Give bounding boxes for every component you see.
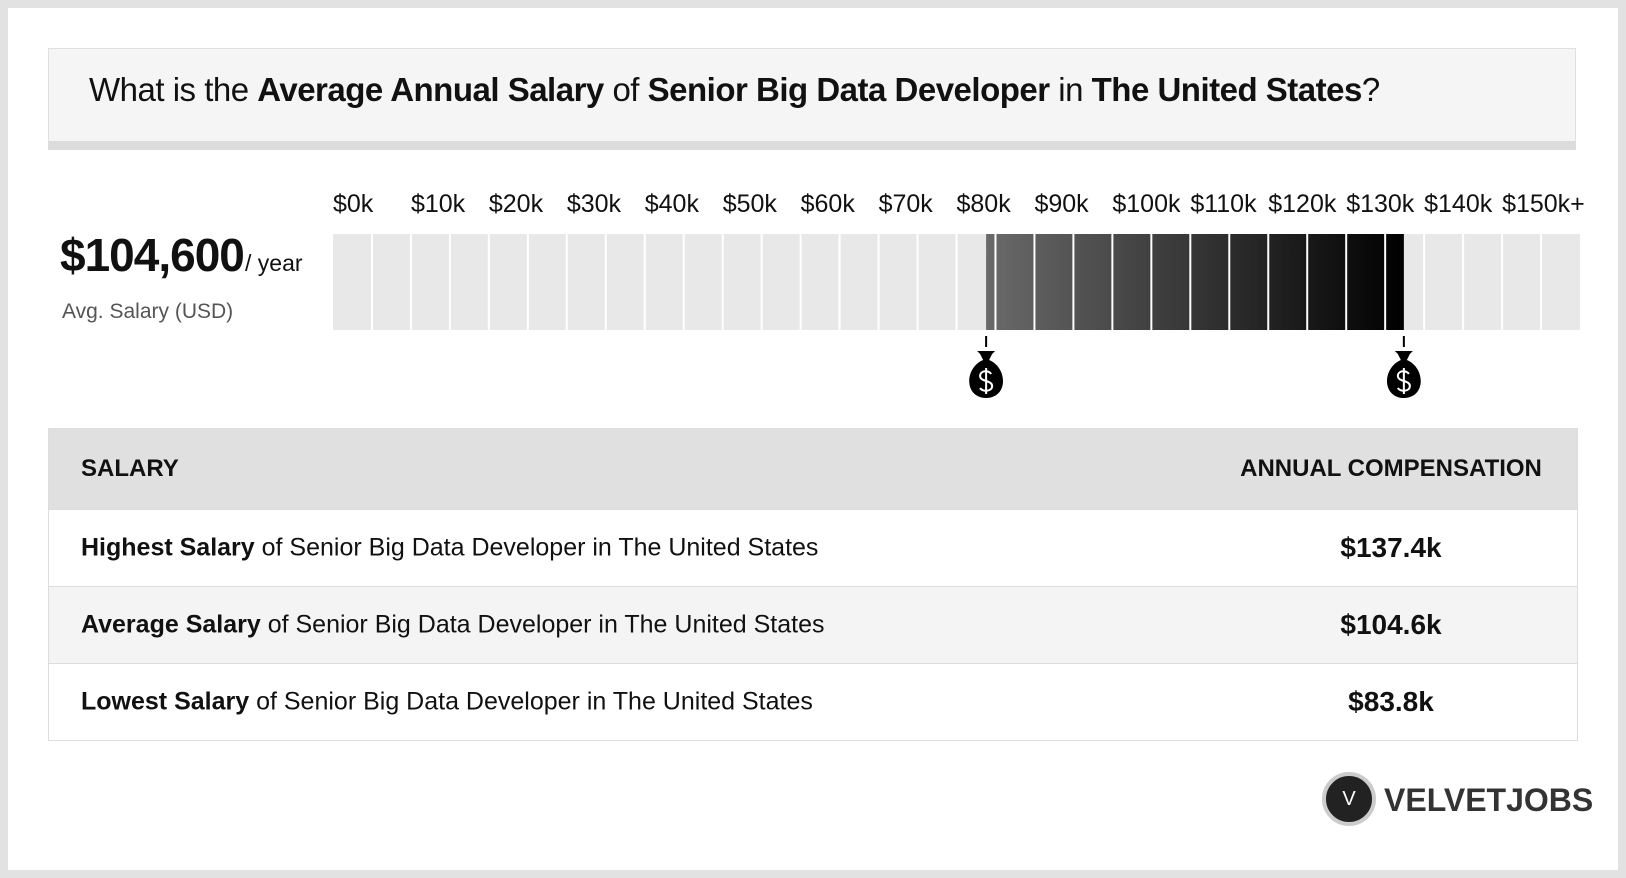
- text-run: Highest Salary: [81, 533, 255, 562]
- x-tick-label: $110k: [1190, 190, 1257, 218]
- header: What is the Average Annual Salary of Sen…: [48, 48, 1576, 150]
- x-tick-label: $80k: [957, 190, 1012, 218]
- x-tick-label: $40k: [645, 190, 700, 218]
- header-cell: SALARY: [81, 454, 179, 482]
- x-tick-label: $0k: [333, 190, 374, 218]
- logo-name: VELVETJOBS: [1384, 782, 1594, 818]
- row-value: $137.4k: [1340, 532, 1442, 563]
- salary-table: SALARY ANNUAL COMPENSATION Highest Salar…: [48, 428, 1578, 741]
- salary-range: [986, 234, 1404, 330]
- salary-caption: Avg. Salary (USD): [62, 300, 234, 323]
- text-run: Senior Big Data Developer: [647, 71, 1050, 108]
- x-tick-label: $100k: [1112, 190, 1181, 218]
- money-sign: [1396, 368, 1411, 394]
- text-run: of Senior Big Data Developer in The Unit…: [254, 533, 819, 562]
- row-label: Average Salary of Senior Big Data Develo…: [81, 611, 825, 640]
- row-label: Lowest Salary of Senior Big Data Develop…: [81, 688, 813, 717]
- row-value: $83.8k: [1348, 686, 1434, 717]
- text-run: What is the: [89, 71, 258, 108]
- text-run: of Senior Big Data Developer in The Unit…: [260, 610, 825, 639]
- money-sign: [979, 368, 994, 394]
- text-run: of Senior Big Data Developer in The Unit…: [249, 687, 813, 716]
- x-tick-label: $140k: [1424, 190, 1493, 218]
- text-run: of: [603, 71, 648, 108]
- text-run: Lowest Salary: [81, 687, 250, 716]
- text-run: Average Salary: [81, 610, 261, 639]
- range-chart: $0k $10k $20k $30k $40k $50k $60k $70k $80k $90k $…: [333, 190, 1585, 398]
- row-value: $104.6k: [1340, 609, 1442, 640]
- table-row: Average Salary of Senior Big Data Develo…: [49, 586, 1577, 663]
- header-cell: ANNUAL COMPENSATION: [1240, 454, 1542, 482]
- x-tick-label: $10k: [411, 190, 466, 218]
- x-tick-label: $60k: [801, 190, 856, 218]
- text-run: Average Annual Salary: [257, 71, 604, 108]
- x-tick-label: $90k: [1034, 190, 1089, 218]
- salary-unit: / year: [245, 250, 303, 276]
- table-header: SALARY ANNUAL COMPENSATION: [49, 428, 1577, 509]
- row-label: Highest Salary of Senior Big Data Develo…: [81, 534, 818, 563]
- average-salary: $104,600: [60, 229, 245, 281]
- x-tick-label: $30k: [567, 190, 622, 218]
- x-tick-label: $70k: [879, 190, 934, 218]
- x-tick-label: $20k: [489, 190, 544, 218]
- text-run: The United States: [1091, 71, 1363, 108]
- title: What is the Average Annual Salary of Sen…: [89, 71, 1380, 109]
- x-tick-label: $150k+: [1502, 190, 1585, 218]
- table-row: Lowest Salary of Senior Big Data Develop…: [49, 663, 1577, 740]
- x-tick-label: $130k: [1346, 190, 1415, 218]
- logo-mark: V: [1322, 772, 1376, 826]
- table-row: Highest Salary of Senior Big Data Develo…: [49, 509, 1577, 586]
- text-run: ?: [1361, 71, 1380, 108]
- text-run: in: [1049, 71, 1092, 108]
- x-tick-label: $50k: [723, 190, 778, 218]
- x-tick-label: $120k: [1268, 190, 1337, 218]
